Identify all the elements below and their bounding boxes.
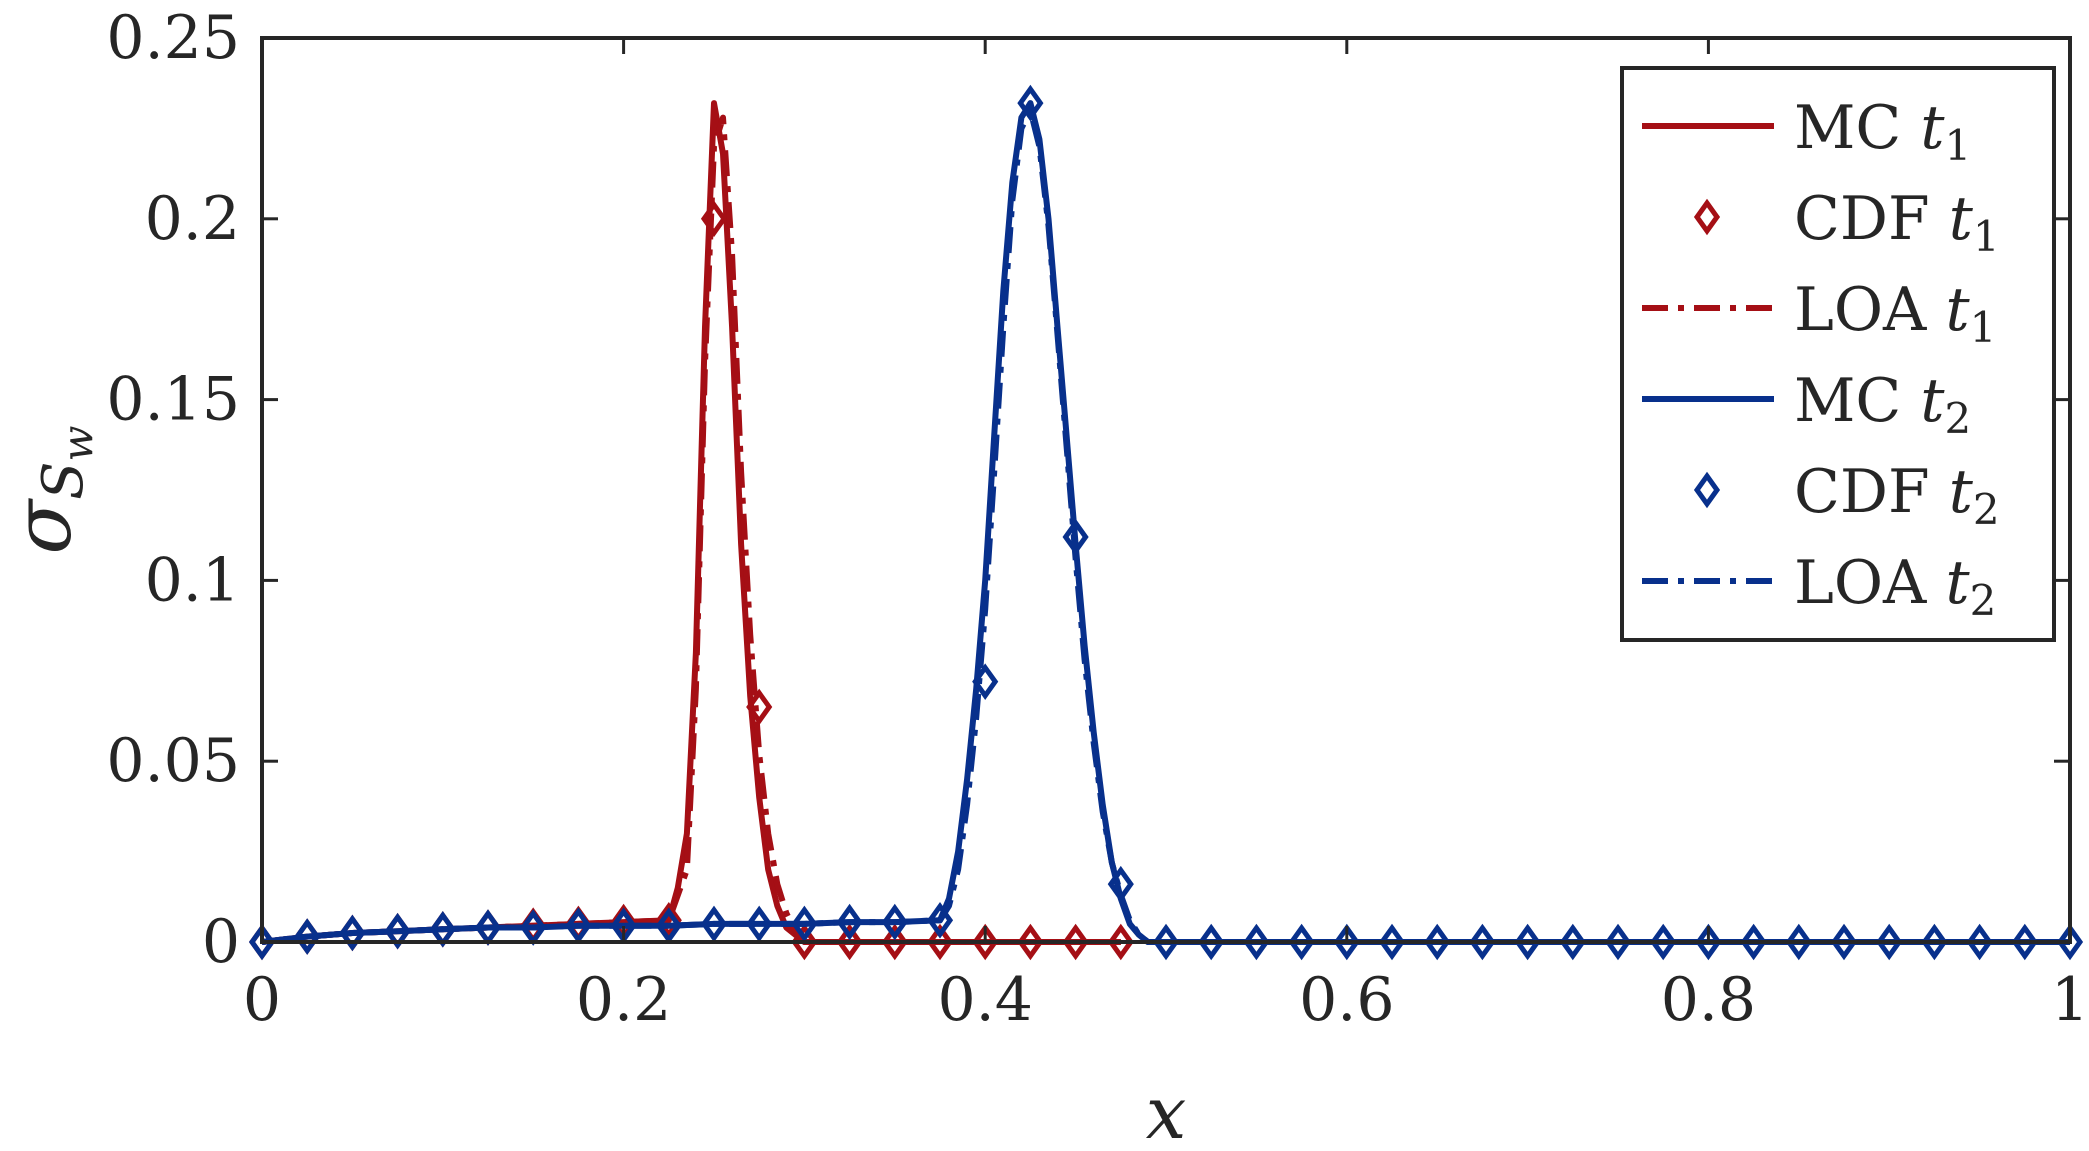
marker-cdf2 (339, 914, 366, 952)
marker-cdf2 (248, 923, 276, 961)
legend-label-cdf1: CDF t1 (1794, 184, 2000, 261)
marker-cdf1 (746, 688, 773, 726)
legend: MC t1 CDF t1 LOA t1 MC t2 CDF t2 LOA t2 (1620, 66, 2056, 642)
marker-cdf2 (1469, 923, 1496, 961)
marker-cdf1 (655, 902, 682, 939)
legend-label-loa1: LOA t1 (1794, 275, 1996, 352)
marker-cdf2 (1333, 923, 1360, 961)
legend-label-loa2: LOA t2 (1794, 548, 1996, 625)
marker-cdf2 (791, 905, 818, 943)
legend-entry-loa2: LOA t2 (1642, 548, 1996, 625)
marker-cdf2 (1830, 923, 1858, 961)
x-tick-label: 1 (2051, 965, 2089, 1035)
marker-cdf2 (1921, 923, 1948, 961)
line-loa2 (261, 107, 2070, 945)
marker-cdf2 (384, 912, 411, 950)
x-tick-label: 0.6 (1299, 965, 1394, 1035)
marker-cdf2 (881, 903, 908, 941)
y-tick-label: 0.05 (106, 726, 240, 796)
marker-cdf2 (1288, 923, 1315, 961)
marker-cdf2 (1966, 923, 1993, 961)
marker-cdf2 (972, 663, 999, 700)
y-axis-title-main: σ (0, 497, 89, 554)
y-tick-label: 0 (202, 907, 240, 977)
svg-text:σSw: σSw (0, 425, 102, 554)
marker-cdf2 (1424, 923, 1451, 961)
ticks-layer: 0 0.2 0.4 0.6 0.8 1 0 0.05 0.1 0.15 0.2 0.25 (106, 3, 2089, 1035)
marker-cdf1 (972, 923, 999, 961)
marker-cdf2 (1559, 923, 1586, 961)
marker-cdf1 (700, 200, 728, 238)
x-tick-label: 0 (243, 965, 281, 1035)
legend-entry-cdf2: CDF t2 (1693, 457, 2000, 534)
legend-marker-cdf2 (1693, 471, 1721, 509)
series-cdf2 (248, 84, 2084, 961)
marker-cdf2 (700, 905, 728, 943)
marker-cdf2 (655, 907, 682, 945)
x-tick-label: 0.2 (576, 965, 671, 1035)
marker-cdf1 (881, 923, 908, 961)
x-tick-label: 0.8 (1661, 965, 1756, 1035)
y-tick-label: 0.1 (145, 545, 240, 615)
plot-frame (260, 36, 2072, 944)
marker-cdf2 (746, 905, 773, 943)
marker-cdf2 (1604, 923, 1632, 961)
x-tick-label: 0.4 (937, 965, 1032, 1035)
legend-entry-mc2: MC t2 (1642, 366, 1971, 443)
x-axis-title: x (1146, 1071, 1187, 1151)
line-loa1 (261, 114, 1121, 945)
marker-cdf2 (1876, 923, 1903, 961)
marker-cdf2 (1650, 923, 1677, 961)
marker-cdf2 (1740, 923, 1767, 961)
marker-cdf2 (1514, 923, 1541, 961)
y-tick-label: 0.2 (145, 184, 240, 254)
y-axis-title-subsub: w (53, 425, 102, 461)
marker-cdf1 (1107, 923, 1134, 961)
marker-cdf2 (2056, 923, 2084, 961)
marker-cdf2 (1243, 923, 1270, 961)
legend-box (1620, 66, 2056, 642)
y-tick-label: 0.25 (106, 3, 240, 73)
marker-cdf2 (2011, 923, 2038, 961)
marker-cdf2 (1017, 84, 1044, 122)
marker-cdf2 (926, 902, 954, 939)
marker-cdf1 (836, 923, 863, 961)
marker-cdf1 (1017, 923, 1044, 961)
marker-cdf2 (1378, 923, 1406, 961)
marker-cdf1 (926, 923, 954, 961)
y-tick-label: 0.15 (106, 365, 240, 435)
marker-cdf2 (294, 918, 321, 955)
marker-cdf2 (1785, 923, 1812, 961)
legend-label-mc2: MC t2 (1794, 366, 1971, 443)
marker-cdf2 (1695, 923, 1722, 961)
series-loa2 (261, 107, 2070, 945)
legend-entry-mc1: MC t1 (1642, 93, 1971, 170)
y-axis-title: σSw (0, 425, 102, 554)
marker-cdf2 (836, 903, 863, 941)
legend-entry-loa1: LOA t1 (1642, 275, 1996, 352)
legend-marker-cdf1 (1693, 198, 1721, 236)
marker-cdf2 (565, 907, 592, 945)
marker-cdf1 (1062, 923, 1089, 961)
legend-label-mc1: MC t1 (1794, 93, 1971, 170)
y-axis-title-sub: S (31, 461, 96, 499)
series-loa1 (261, 114, 1121, 945)
marker-cdf2 (1198, 923, 1225, 961)
legend-label-cdf2: CDF t2 (1794, 457, 2000, 534)
marker-cdf2 (1152, 923, 1180, 961)
legend-entry-cdf1: CDF t1 (1693, 184, 2000, 261)
